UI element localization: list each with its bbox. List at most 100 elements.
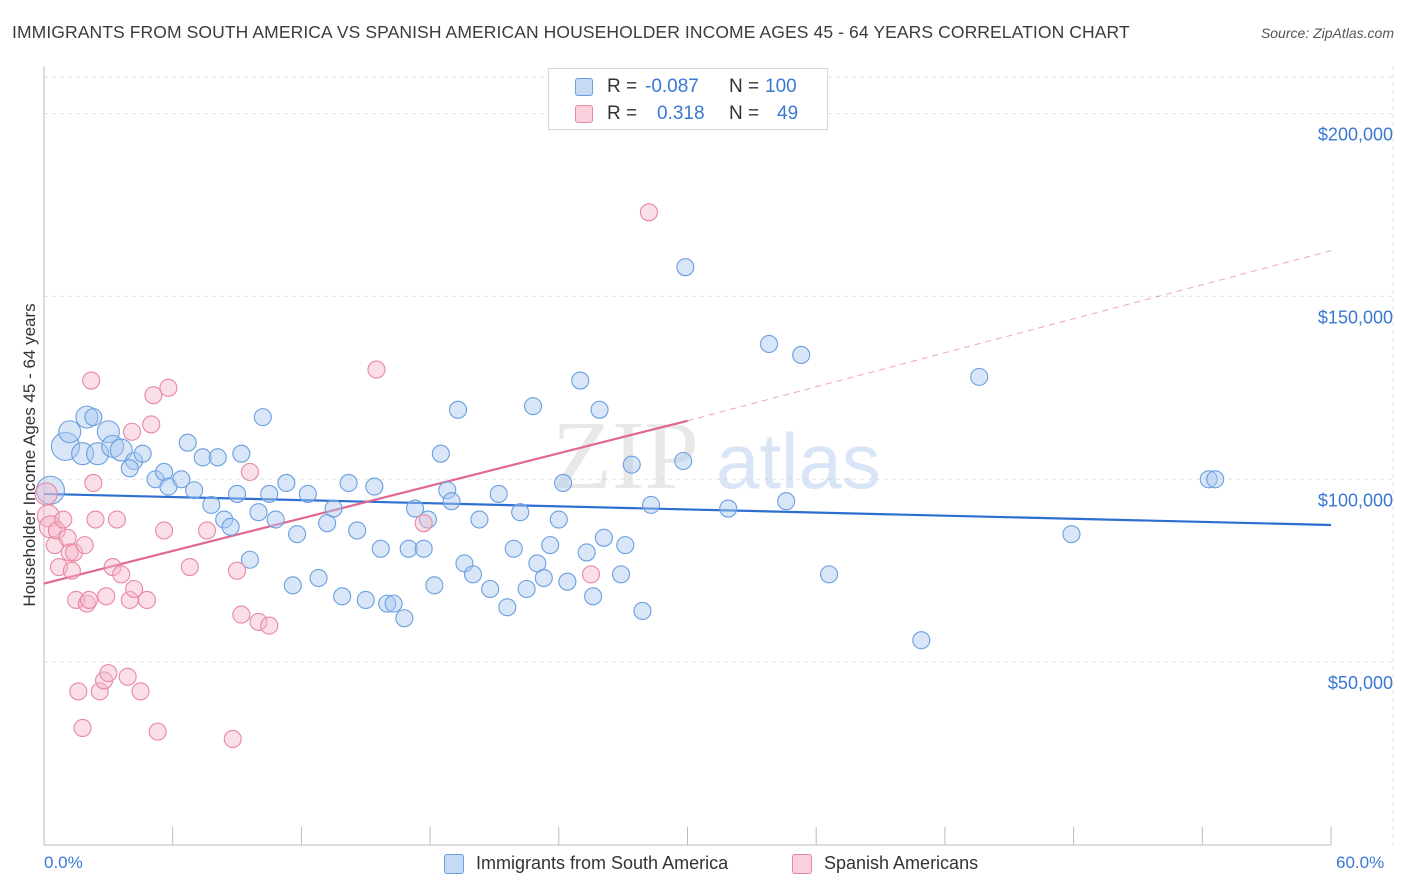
legend-n-label: N = bbox=[729, 76, 760, 97]
trend-extension-spanish bbox=[687, 250, 1332, 422]
point-immigrants bbox=[590, 400, 609, 419]
point-spanish bbox=[69, 682, 88, 701]
point-spanish bbox=[99, 664, 118, 683]
point-immigrants bbox=[498, 598, 517, 617]
point-immigrants bbox=[558, 572, 577, 591]
point-immigrants bbox=[202, 495, 221, 514]
point-immigrants bbox=[249, 503, 268, 522]
watermark-zip: ZIP bbox=[552, 402, 699, 510]
point-spanish bbox=[223, 729, 242, 748]
point-immigrants bbox=[133, 444, 152, 463]
point-spanish bbox=[62, 561, 81, 580]
point-immigrants bbox=[406, 499, 425, 518]
watermark: ZIP atlas bbox=[552, 402, 881, 510]
legend-r-value: -0.087 bbox=[645, 76, 699, 97]
point-immigrants bbox=[912, 631, 931, 650]
point-immigrants bbox=[1199, 470, 1218, 489]
point-spanish bbox=[249, 612, 268, 631]
point-immigrants bbox=[674, 451, 693, 471]
point-spanish bbox=[159, 378, 178, 397]
point-immigrants bbox=[309, 568, 328, 588]
point-immigrants bbox=[504, 539, 523, 558]
point-immigrants bbox=[371, 539, 390, 558]
point-spanish bbox=[60, 543, 79, 562]
legend-n-value: 49 bbox=[777, 103, 799, 124]
point-immigrants bbox=[481, 579, 500, 599]
point-spanish bbox=[414, 514, 433, 533]
point-immigrants bbox=[109, 438, 133, 462]
point-immigrants bbox=[221, 517, 240, 536]
y-axis-label: Householder Income Ages 45 - 64 years bbox=[20, 303, 39, 607]
point-immigrants bbox=[554, 473, 573, 492]
point-spanish bbox=[67, 590, 86, 610]
trend-line-immigrants bbox=[43, 492, 1332, 527]
point-immigrants bbox=[470, 510, 489, 529]
point-immigrants bbox=[633, 601, 652, 620]
point-spanish bbox=[367, 360, 386, 379]
point-spanish bbox=[260, 616, 279, 635]
data-points bbox=[34, 203, 1225, 748]
point-immigrants bbox=[240, 550, 259, 569]
point-immigrants bbox=[676, 258, 695, 277]
point-immigrants bbox=[534, 568, 553, 588]
watermark-atlas: atlas bbox=[716, 417, 881, 505]
point-immigrants bbox=[365, 477, 384, 496]
point-immigrants bbox=[215, 510, 234, 529]
point-immigrants bbox=[193, 448, 212, 467]
point-spanish bbox=[148, 722, 167, 741]
point-immigrants bbox=[120, 459, 139, 478]
axes bbox=[43, 66, 1332, 846]
point-spanish bbox=[73, 718, 92, 738]
point-immigrants bbox=[719, 499, 738, 518]
point-immigrants bbox=[524, 397, 543, 416]
point-immigrants bbox=[185, 481, 204, 500]
point-immigrants bbox=[378, 594, 397, 613]
point-spanish bbox=[82, 371, 101, 390]
legend-swatch-blue bbox=[575, 78, 593, 96]
point-immigrants bbox=[641, 495, 661, 514]
point-immigrants bbox=[399, 539, 418, 558]
correlation-legend: R = -0.087 N = 100 R = 0.318 N = 49 bbox=[548, 68, 828, 130]
point-immigrants bbox=[438, 481, 457, 500]
point-immigrants bbox=[155, 462, 174, 482]
point-immigrants bbox=[356, 590, 375, 610]
y-tick-label: $150,000 bbox=[1318, 307, 1393, 327]
point-immigrants bbox=[339, 473, 358, 492]
point-spanish bbox=[131, 682, 150, 701]
point-immigrants bbox=[277, 473, 296, 492]
point-immigrants bbox=[463, 565, 483, 584]
point-immigrants bbox=[1206, 470, 1225, 489]
point-immigrants bbox=[260, 484, 279, 503]
chart-title: IMMIGRANTS FROM SOUTH AMERICA VS SPANISH… bbox=[12, 22, 1130, 42]
point-spanish bbox=[118, 667, 137, 686]
point-immigrants bbox=[571, 371, 590, 390]
point-spanish bbox=[232, 605, 251, 624]
point-immigrants bbox=[232, 444, 251, 463]
point-immigrants bbox=[517, 579, 536, 599]
point-immigrants bbox=[759, 334, 779, 354]
point-spanish bbox=[97, 587, 116, 606]
trend-line-spanish bbox=[43, 419, 688, 585]
point-immigrants bbox=[75, 405, 99, 429]
legend-r-label: R = bbox=[607, 103, 638, 124]
point-immigrants bbox=[622, 455, 641, 474]
y-tick-label: $100,000 bbox=[1318, 490, 1393, 510]
point-immigrants bbox=[333, 587, 352, 606]
point-immigrants bbox=[541, 536, 560, 555]
point-immigrants bbox=[616, 536, 635, 555]
point-spanish bbox=[54, 510, 73, 529]
legend-label: Immigrants from South America bbox=[476, 853, 729, 873]
legend-row-spanish: R = 0.318 N = 49 bbox=[549, 101, 827, 127]
point-immigrants bbox=[584, 587, 603, 606]
point-immigrants bbox=[228, 484, 247, 503]
point-spanish bbox=[155, 521, 174, 540]
point-spanish bbox=[639, 203, 658, 222]
point-immigrants bbox=[594, 528, 613, 547]
point-immigrants bbox=[84, 408, 103, 427]
point-immigrants bbox=[777, 492, 796, 511]
y-tick-label: $200,000 bbox=[1318, 125, 1393, 145]
point-immigrants bbox=[208, 448, 227, 467]
source-credit: Source: ZipAtlas.com bbox=[1260, 25, 1394, 41]
point-spanish bbox=[64, 543, 84, 562]
